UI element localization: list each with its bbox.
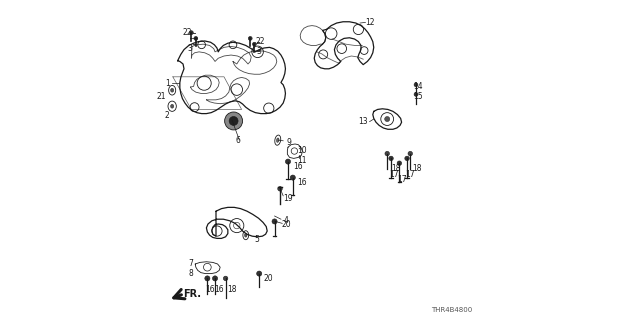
Circle shape [252, 42, 256, 46]
Circle shape [205, 276, 210, 281]
Circle shape [257, 271, 262, 276]
Text: 18: 18 [391, 164, 401, 172]
Circle shape [229, 116, 238, 125]
Circle shape [388, 156, 393, 161]
Text: 20: 20 [282, 220, 291, 229]
Text: 5: 5 [254, 236, 259, 244]
Circle shape [414, 92, 418, 96]
Text: 21: 21 [157, 92, 166, 100]
Text: 22: 22 [256, 37, 266, 46]
Text: THR4B4800: THR4B4800 [431, 308, 472, 313]
Text: 3: 3 [256, 47, 261, 56]
Circle shape [189, 31, 193, 35]
Text: 16: 16 [214, 285, 224, 294]
Text: 7: 7 [189, 260, 193, 268]
Circle shape [385, 116, 390, 122]
Text: FR.: FR. [183, 289, 201, 299]
Text: 16: 16 [292, 162, 303, 171]
Text: 12: 12 [365, 18, 374, 27]
Text: 6: 6 [236, 136, 240, 145]
Circle shape [385, 151, 389, 156]
Circle shape [212, 276, 218, 281]
Text: 10: 10 [298, 146, 307, 155]
Circle shape [225, 112, 243, 130]
Circle shape [404, 156, 410, 161]
Text: 17: 17 [404, 170, 415, 179]
Circle shape [248, 36, 252, 40]
Text: 17: 17 [388, 170, 399, 179]
Text: 8: 8 [189, 269, 193, 278]
Text: 1: 1 [165, 79, 170, 88]
Text: 18: 18 [227, 285, 237, 294]
Circle shape [272, 219, 277, 224]
Circle shape [290, 175, 295, 180]
Text: 13: 13 [358, 117, 368, 126]
Text: 19: 19 [283, 194, 293, 203]
Circle shape [397, 161, 402, 165]
Circle shape [285, 159, 291, 164]
Circle shape [223, 276, 228, 281]
Ellipse shape [170, 104, 174, 108]
Text: 16: 16 [205, 285, 214, 294]
Circle shape [408, 151, 413, 156]
Text: 2: 2 [165, 111, 170, 120]
Text: 22: 22 [182, 28, 192, 36]
Text: 17: 17 [397, 175, 406, 184]
Ellipse shape [244, 233, 247, 237]
Text: 20: 20 [264, 274, 274, 283]
Text: 14: 14 [413, 82, 422, 91]
Ellipse shape [276, 138, 279, 142]
Circle shape [278, 187, 282, 191]
Text: 16: 16 [298, 178, 307, 187]
Text: 9: 9 [287, 138, 291, 147]
Ellipse shape [170, 88, 174, 92]
Text: 4: 4 [283, 216, 288, 225]
Text: 15: 15 [413, 92, 422, 100]
Text: 3: 3 [187, 44, 192, 52]
Circle shape [414, 83, 418, 87]
Circle shape [194, 36, 198, 40]
Text: 11: 11 [298, 156, 307, 164]
Text: 18: 18 [412, 164, 422, 172]
